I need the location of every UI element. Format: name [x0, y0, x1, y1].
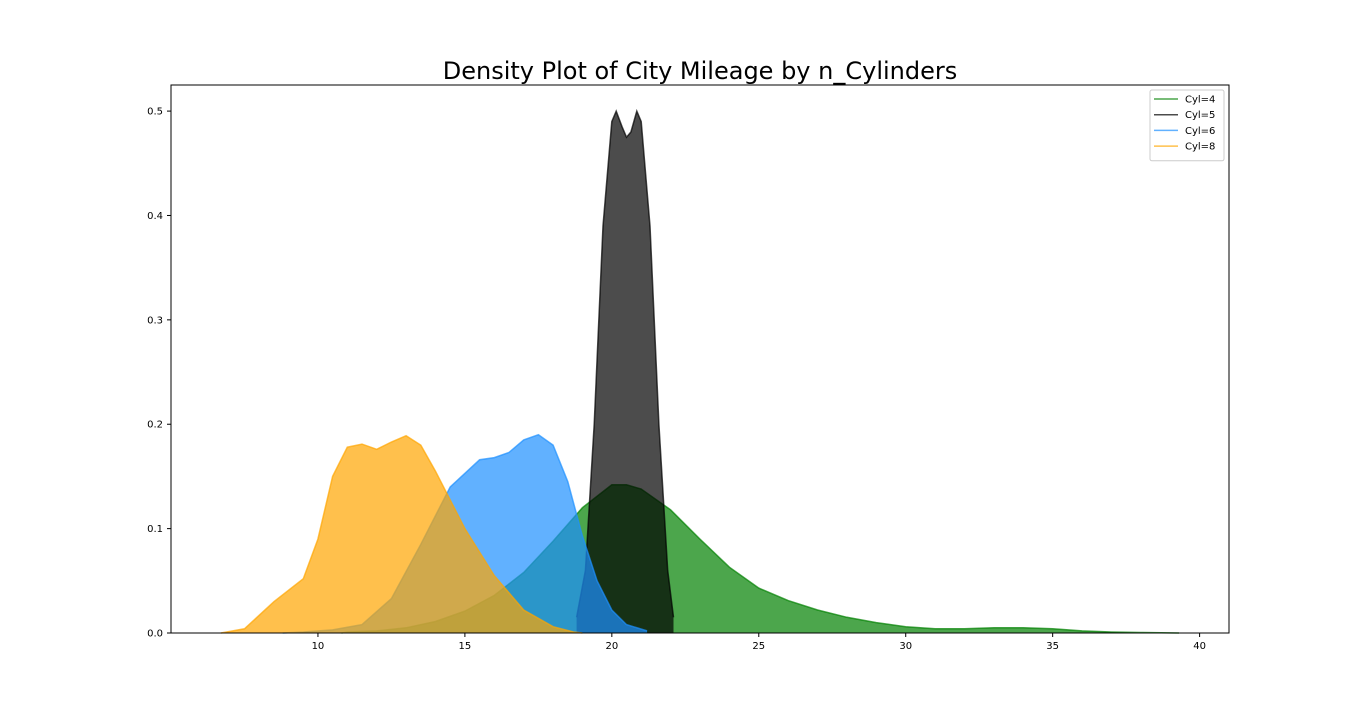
density-area-cyl-8 [221, 435, 583, 633]
x-tick-label: 35 [1046, 641, 1059, 652]
legend-box [1149, 89, 1225, 162]
legend-label-cyl-8: Cyl=8 [1185, 142, 1215, 153]
density-line-cyl-8 [220, 434, 583, 634]
y-axis: 0.0 0.1 0.2 0.3 0.4 0.5 [147, 107, 171, 640]
y-tick-label: 0.3 [147, 315, 163, 326]
density-area-cyl-5 [576, 111, 674, 634]
density-line-cyl-5 [575, 108, 675, 618]
y-tick-label: 0.1 [147, 524, 163, 535]
y-tick-label: 0.2 [147, 420, 163, 431]
x-tick-label: 20 [605, 641, 618, 652]
legend: Cyl=4 Cyl=5 Cyl=6 Cyl=8 [1149, 89, 1225, 162]
x-tick-label: 40 [1193, 641, 1206, 652]
y-tick-label: 0.5 [147, 107, 163, 118]
plot-frame [170, 84, 1230, 634]
legend-label-cyl-6: Cyl=6 [1185, 126, 1215, 137]
x-axis: 10 15 20 25 30 35 40 [312, 633, 1206, 652]
x-tick-label: 25 [752, 641, 765, 652]
y-tick-label: 0.4 [147, 211, 163, 222]
x-tick-label: 30 [899, 641, 912, 652]
x-tick-label: 15 [459, 641, 472, 652]
y-tick-label: 0.0 [147, 629, 163, 640]
x-tick-label: 10 [312, 641, 325, 652]
legend-label-cyl-5: Cyl=5 [1185, 110, 1215, 121]
density-areas [220, 108, 1180, 634]
legend-label-cyl-4: Cyl=4 [1185, 95, 1215, 106]
chart-title: Density Plot of City Mileage by n_Cylind… [443, 57, 957, 85]
